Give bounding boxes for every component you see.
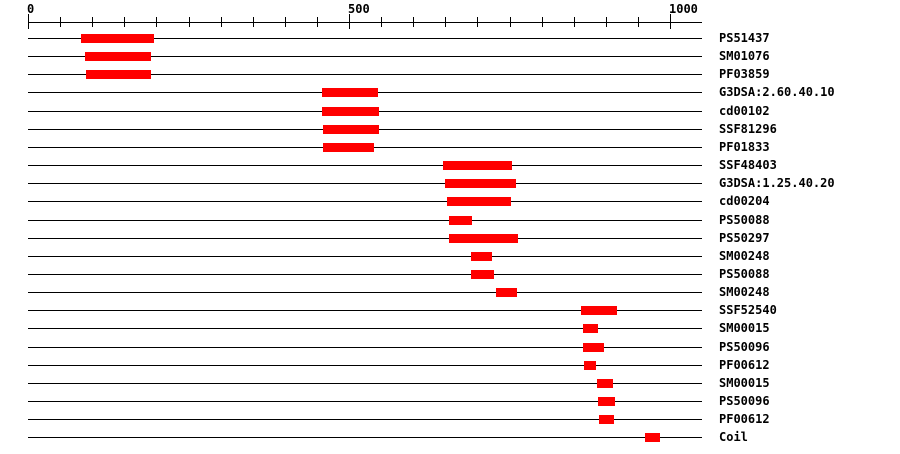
axis-minor-tick (445, 17, 446, 27)
domain-bar (323, 143, 374, 152)
track-line (28, 220, 702, 221)
axis-minor-tick (542, 17, 543, 27)
track-line (28, 274, 702, 275)
domain-bar (443, 161, 512, 170)
track-label: SM00248 (719, 285, 770, 299)
domain-bar (597, 379, 613, 388)
domain-bar (598, 397, 615, 406)
axis-tick-label: 500 (348, 2, 370, 16)
track-label: SM01076 (719, 49, 770, 63)
track-line (28, 347, 702, 348)
axis-tick-label: 0 (27, 2, 35, 16)
axis-minor-tick (510, 17, 511, 27)
track-label: G3DSA:2.60.40.10 (719, 85, 835, 99)
track-label: SM00248 (719, 249, 770, 263)
axis-minor-tick (285, 17, 286, 27)
domain-bar (86, 70, 151, 79)
track-label: cd00102 (719, 104, 770, 118)
axis-minor-tick (253, 17, 254, 27)
track-label: PS50297 (719, 231, 770, 245)
track-label: PS50096 (719, 394, 770, 408)
axis-minor-tick (413, 17, 414, 27)
domain-bar (471, 252, 492, 261)
domain-bar (599, 415, 614, 424)
track-label: PS50096 (719, 340, 770, 354)
track-label: SSF81296 (719, 122, 777, 136)
track-line (28, 401, 702, 402)
axis-minor-tick (189, 17, 190, 27)
domain-bar (323, 125, 379, 134)
track-label: Coil (719, 430, 748, 444)
domain-bar (449, 216, 472, 225)
track-label: PS50088 (719, 267, 770, 281)
track-label: SM00015 (719, 376, 770, 390)
domain-bar (471, 270, 494, 279)
domain-bar (449, 234, 518, 243)
domain-bar (322, 88, 378, 97)
track-label: PF01833 (719, 140, 770, 154)
axis-minor-tick (124, 17, 125, 27)
track-line (28, 292, 702, 293)
track-line (28, 165, 702, 166)
axis-minor-tick (221, 17, 222, 27)
axis-minor-tick (317, 17, 318, 27)
domain-bar (322, 107, 379, 116)
track-line (28, 256, 702, 257)
axis-minor-tick (156, 17, 157, 27)
axis-minor-tick (574, 17, 575, 27)
track-line (28, 238, 702, 239)
track-line (28, 437, 702, 438)
axis-major-tick (670, 14, 671, 29)
domain-bar (81, 34, 154, 43)
track-label: SSF52540 (719, 303, 777, 317)
domain-bar (447, 197, 511, 206)
track-line (28, 201, 702, 202)
track-line (28, 419, 702, 420)
axis-minor-tick (92, 17, 93, 27)
track-label: G3DSA:1.25.40.20 (719, 176, 835, 190)
domain-bar (645, 433, 660, 442)
track-line (28, 183, 702, 184)
domain-bar (496, 288, 517, 297)
track-line (28, 74, 702, 75)
track-label: cd00204 (719, 194, 770, 208)
axis-line (28, 22, 702, 23)
axis-tick-label: 1000 (669, 2, 698, 16)
track-line (28, 56, 702, 57)
track-label: PS51437 (719, 31, 770, 45)
track-label: PS50088 (719, 213, 770, 227)
axis-minor-tick (606, 17, 607, 27)
track-label: SM00015 (719, 321, 770, 335)
domain-bar (583, 343, 604, 352)
track-line (28, 38, 702, 39)
track-label: PF00612 (719, 358, 770, 372)
domain-bar (584, 361, 596, 370)
track-label: SSF48403 (719, 158, 777, 172)
domain-bar (445, 179, 516, 188)
track-line (28, 310, 702, 311)
track-line (28, 365, 702, 366)
track-line (28, 328, 702, 329)
domain-bar (85, 52, 151, 61)
domain-bar (583, 324, 598, 333)
track-label: PF03859 (719, 67, 770, 81)
track-line (28, 383, 702, 384)
axis-minor-tick (638, 17, 639, 27)
axis-minor-tick (477, 17, 478, 27)
axis-minor-tick (381, 17, 382, 27)
domain-bar (581, 306, 617, 315)
axis-major-tick (28, 14, 29, 29)
track-label: PF00612 (719, 412, 770, 426)
axis-minor-tick (60, 17, 61, 27)
axis-major-tick (349, 14, 350, 29)
